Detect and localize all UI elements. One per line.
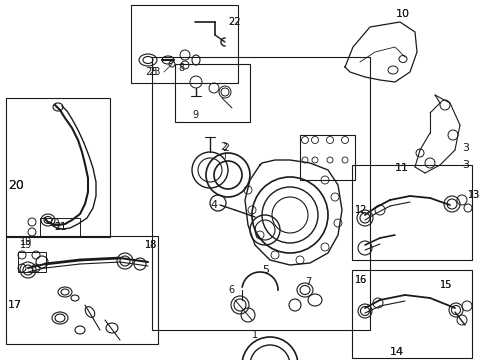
Text: 17: 17 <box>8 300 22 310</box>
Text: 3: 3 <box>461 160 468 170</box>
Text: 2: 2 <box>220 142 226 152</box>
Text: 7: 7 <box>305 277 311 287</box>
Text: 15: 15 <box>439 280 451 290</box>
Bar <box>175 64 249 122</box>
Text: 17: 17 <box>8 300 22 310</box>
Text: 10: 10 <box>395 9 409 19</box>
Text: 21: 21 <box>54 222 66 232</box>
Text: 15: 15 <box>439 280 451 290</box>
Text: 21: 21 <box>54 222 66 232</box>
Bar <box>152 57 369 330</box>
Bar <box>351 270 471 358</box>
Text: 13: 13 <box>467 190 479 200</box>
Bar <box>40 218 80 236</box>
Text: 16: 16 <box>354 275 366 285</box>
Text: 9: 9 <box>192 110 198 120</box>
Text: 20: 20 <box>8 179 24 192</box>
Text: 12: 12 <box>354 205 366 215</box>
Text: 4: 4 <box>209 200 217 210</box>
Text: 22: 22 <box>227 17 240 27</box>
Bar <box>351 165 471 260</box>
Text: 19: 19 <box>20 240 32 250</box>
Bar <box>131 5 238 83</box>
Text: 3: 3 <box>461 143 468 153</box>
Text: 1: 1 <box>251 330 258 340</box>
Text: 14: 14 <box>389 347 403 357</box>
Text: 22: 22 <box>227 17 240 27</box>
Text: 14: 14 <box>389 347 403 357</box>
Text: 19: 19 <box>20 237 32 247</box>
Bar <box>18 252 46 272</box>
Text: 6: 6 <box>227 285 234 295</box>
Text: 11: 11 <box>394 163 408 173</box>
Text: 16: 16 <box>354 275 366 285</box>
Text: 23: 23 <box>145 67 157 77</box>
Bar <box>299 135 354 180</box>
Bar <box>6 236 158 344</box>
Text: 20: 20 <box>8 179 24 192</box>
Text: 5: 5 <box>262 265 268 275</box>
Text: 23: 23 <box>148 67 160 77</box>
Text: 12: 12 <box>354 205 366 215</box>
Text: 18: 18 <box>145 240 157 250</box>
Text: 11: 11 <box>394 163 408 173</box>
Text: 18: 18 <box>145 240 157 250</box>
Text: 8: 8 <box>178 63 184 73</box>
Text: 10: 10 <box>395 9 409 19</box>
Text: 2: 2 <box>222 143 229 153</box>
Text: 13: 13 <box>467 190 479 200</box>
Bar <box>6 98 110 237</box>
